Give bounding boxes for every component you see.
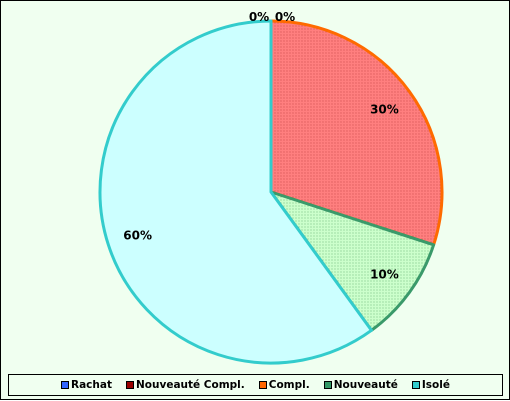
legend-swatch-compl — [258, 381, 267, 389]
legend-swatch-isole — [411, 381, 420, 389]
legend-item-nouveaute-compl: Nouveauté Compl. — [126, 379, 245, 391]
legend-label-nouveaute-compl: Nouveauté Compl. — [136, 379, 245, 391]
legend-label-nouveaute: Nouveauté — [333, 379, 398, 391]
legend-label-compl: Compl. — [268, 379, 310, 391]
pie-label-nouveaute: 10% — [370, 267, 399, 281]
pie-label-nouveaute-compl: 0% — [275, 10, 295, 24]
pie-label-rachat: 0% — [249, 10, 269, 24]
legend-item-isole: Isolé — [411, 379, 450, 391]
legend-item-nouveaute: Nouveauté — [323, 379, 398, 391]
legend-label-isole: Isolé — [421, 379, 450, 391]
legend-swatch-nouveaute-compl — [126, 381, 134, 389]
legend-label-rachat: Rachat — [71, 379, 112, 391]
pie-slices — [98, 19, 444, 365]
legend: Rachat Nouveauté Compl. Compl. Nouveauté… — [8, 374, 503, 396]
legend-swatch-nouveaute — [323, 381, 332, 389]
pie-slice-isole — [98, 19, 374, 365]
legend-item-compl: Compl. — [258, 379, 310, 391]
legend-item-rachat: Rachat — [61, 379, 112, 391]
pie-slice-nouveaute — [269, 190, 436, 332]
pie-label-isole: 60% — [123, 228, 152, 242]
pie-label-compl: 30% — [370, 103, 399, 117]
pie-slice-compl — [269, 19, 444, 247]
pie-labels: 0% 0% 30% 10% 60% — [123, 10, 399, 281]
legend-swatch-rachat — [61, 381, 70, 389]
